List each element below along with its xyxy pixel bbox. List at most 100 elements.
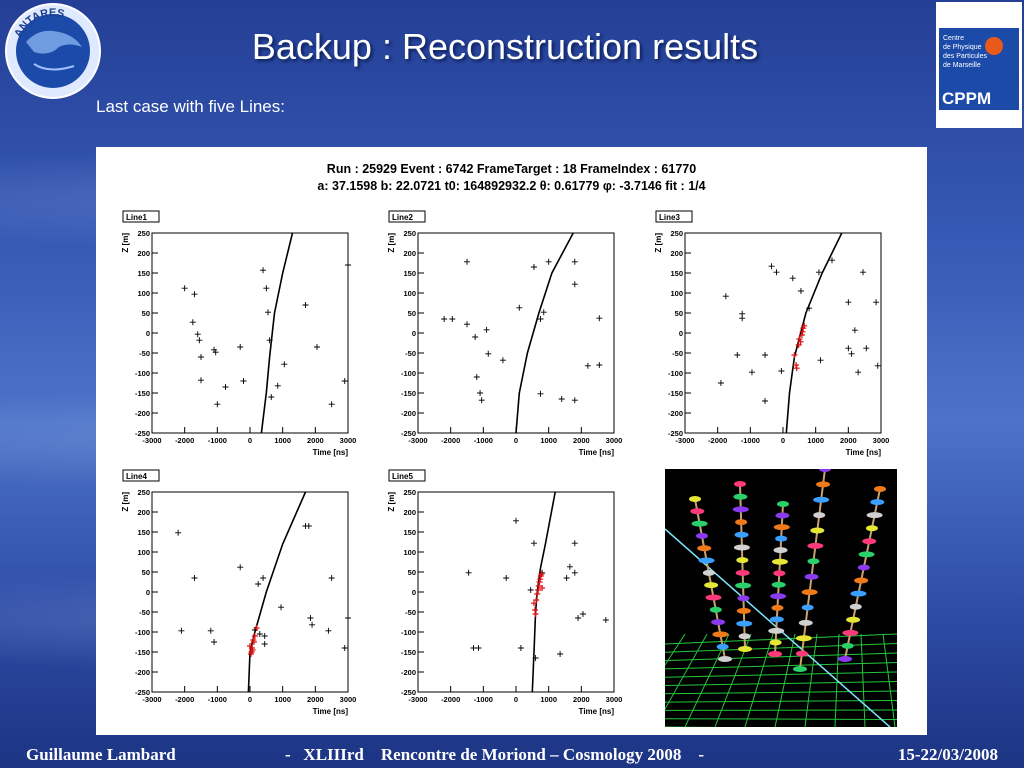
x-axis-label: Time [ns] (313, 707, 349, 716)
optical-module (798, 619, 813, 626)
optical-module (795, 635, 812, 642)
optical-module (768, 627, 785, 634)
fit-hit-marker (250, 639, 257, 645)
y-tick-label: 0 (412, 588, 416, 597)
plot-frame (684, 232, 882, 434)
hit-marker (237, 564, 244, 571)
fit-hit-marker (530, 600, 537, 607)
hit-marker (762, 352, 769, 358)
hit-marker (449, 316, 456, 322)
x-tick-label: -1000 (208, 695, 227, 704)
hit-marker (571, 569, 578, 576)
optical-module (842, 629, 859, 636)
hit-marker (191, 291, 198, 298)
optical-module (691, 520, 708, 527)
figure-panel: Run : 25929 Event : 6742 FrameTarget : 1… (96, 147, 927, 735)
y-tick-label: 250 (403, 229, 416, 238)
optical-module (736, 620, 753, 627)
fit-hit-marker (532, 611, 539, 617)
plot-line2: Line2-3000 -2000 -1000 0 1000 2000 3000-250-20… (387, 210, 622, 457)
fit-hit-marker (253, 625, 260, 631)
hit-marker (855, 369, 862, 376)
y-tick-label: 150 (137, 269, 150, 278)
fit-hit-marker (793, 362, 800, 368)
hit-marker (571, 258, 578, 265)
hit-marker (328, 401, 335, 408)
optical-module (810, 527, 825, 534)
x-tick-label: 3000 (340, 695, 357, 704)
optical-module (838, 656, 852, 662)
x-tick-label: -3000 (408, 436, 427, 445)
grid-line (664, 633, 898, 645)
optical-module (704, 582, 719, 589)
y-tick-label: -100 (668, 369, 683, 378)
hit-marker (302, 302, 309, 308)
plot-title: Line4 (126, 472, 147, 481)
hit-marker (575, 615, 582, 621)
y-tick-label: 0 (146, 329, 150, 338)
y-tick-label: 200 (137, 249, 150, 258)
fit-hit-marker (536, 579, 543, 585)
hit-marker (768, 263, 775, 270)
grid-line (664, 652, 898, 662)
hit-marker (341, 645, 348, 651)
x-tick-label: -3000 (142, 436, 161, 445)
y-tick-label: -150 (401, 389, 416, 398)
fit-hit-marker (798, 332, 805, 338)
cppm-line-1: Centre (943, 35, 964, 42)
hit-marker (198, 377, 204, 384)
hit-marker (734, 352, 741, 358)
optical-module (705, 594, 722, 601)
hit-marker (513, 517, 519, 524)
hit-marker (194, 331, 201, 338)
hit-marker (478, 397, 485, 404)
x-tick-label: 1000 (540, 695, 557, 704)
hit-marker (748, 369, 755, 376)
hit-marker (545, 258, 552, 265)
x-tick-label: 1000 (807, 436, 824, 445)
grid-line (774, 633, 796, 728)
hit-marker (256, 631, 263, 637)
hit-marker (557, 651, 564, 657)
fit-hit-marker (797, 338, 804, 345)
x-tick-label: 1000 (274, 695, 291, 704)
y-tick-label: 250 (403, 488, 416, 497)
fit-hit-marker (795, 342, 802, 348)
x-axis-label: Time [ns] (846, 448, 882, 457)
hit-marker (325, 627, 332, 634)
hit-marker (281, 361, 288, 368)
x-tick-label: -2000 (708, 436, 727, 445)
optical-module (734, 481, 746, 487)
hit-marker (571, 397, 578, 404)
fit-hit-marker (801, 322, 808, 329)
grid-line (664, 690, 898, 695)
hit-marker (874, 362, 881, 369)
optical-module (735, 519, 748, 526)
x-tick-label: 3000 (606, 695, 623, 704)
hit-marker (175, 529, 182, 536)
optical-module (737, 595, 750, 602)
hit-marker (307, 615, 314, 621)
y-axis-label: Z [m] (121, 233, 130, 253)
grid-line (664, 662, 898, 670)
grid-line (654, 633, 708, 728)
optical-module (712, 631, 729, 638)
x-tick-label: 0 (248, 695, 252, 704)
y-tick-label: -250 (401, 429, 416, 438)
plot-frame (151, 232, 349, 434)
plot-title-box (122, 469, 160, 482)
optical-module (734, 531, 749, 538)
fit-hit-marker (799, 328, 806, 335)
hit-marker (266, 337, 273, 344)
x-tick-label: -2000 (441, 695, 460, 704)
optical-module (690, 508, 705, 515)
y-tick-label: -100 (135, 628, 150, 637)
hit-marker (181, 285, 188, 292)
optical-module (738, 646, 752, 652)
optical-module (732, 506, 749, 513)
hit-marker (571, 540, 578, 547)
x-tick-label: -1000 (741, 436, 760, 445)
optical-module (698, 557, 715, 564)
hit-marker (797, 288, 804, 294)
y-tick-label: -250 (401, 688, 416, 697)
